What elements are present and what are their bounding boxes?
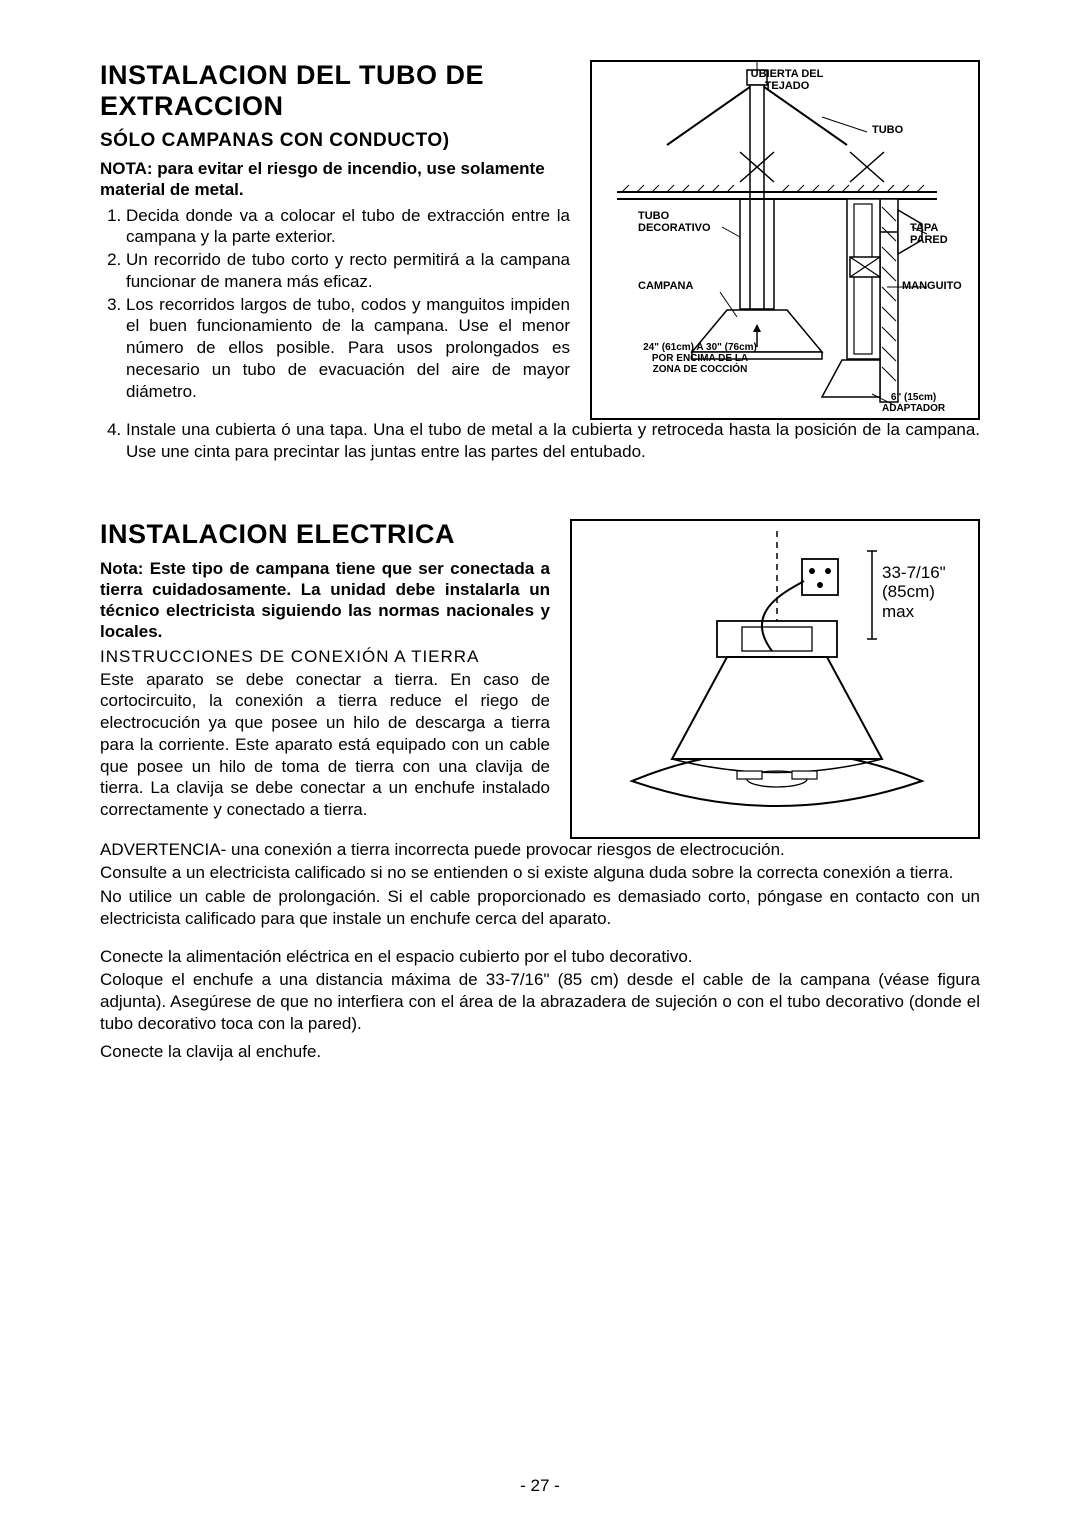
label-dimension: 33-7/16"(85cm)max (882, 563, 946, 622)
section1-columns: INSTALACION DEL TUBO DE EXTRACCION SÓLO … (100, 60, 980, 420)
section-duct-installation: INSTALACION DEL TUBO DE EXTRACCION SÓLO … (100, 60, 980, 463)
section1-list: Decida donde va a colocar el tubo de ext… (100, 205, 570, 403)
section1-subtitle: SÓLO CAMPANAS CON CONDUCTO) (100, 130, 570, 152)
label-adapter: 6" (15cm)ADAPTADOR (882, 392, 945, 414)
section1-text: INSTALACION DEL TUBO DE EXTRACCION SÓLO … (100, 60, 570, 420)
para: Este aparato se debe conectar a tierra. … (100, 669, 550, 821)
list-item: Decida donde va a colocar el tubo de ext… (126, 205, 570, 249)
para: Conecte la clavija al enchufe. (100, 1041, 980, 1063)
list-item: Los recorridos largos de tubo, codos y m… (126, 294, 570, 403)
para: Conecte la alimentación eléctrica en el … (100, 946, 980, 968)
list-item: Un recorrido de tubo corto y recto permi… (126, 249, 570, 293)
label-roof-cover: UBIERTA DELTEJADO (677, 68, 897, 92)
para: Coloque el enchufe a una distancia máxim… (100, 969, 980, 1034)
document-page: INSTALACION DEL TUBO DE EXTRACCION SÓLO … (0, 0, 1080, 1526)
section1-title: INSTALACION DEL TUBO DE EXTRACCION (100, 60, 570, 122)
grounding-subtitle: INSTRUCCIONES DE CONEXIÓN A TIERRA (100, 647, 550, 667)
section-electrical-installation: INSTALACION ELECTRICA Nota: Este tipo de… (100, 519, 980, 1063)
para: No utilice un cable de prolongación. Si … (100, 886, 980, 930)
section2-columns: INSTALACION ELECTRICA Nota: Este tipo de… (100, 519, 980, 839)
section2-note: Nota: Este tipo de campana tiene que ser… (100, 558, 550, 643)
list-item: Instale una cubierta ó una tapa. Una el … (126, 419, 980, 463)
label-cap: TAPAPARED (910, 222, 948, 246)
label-deco-tube: TUBODECORATIVO (638, 210, 711, 234)
section2-title: INSTALACION ELECTRICA (100, 519, 550, 550)
figure-electrical-diagram: 33-7/16"(85cm)max (570, 519, 980, 839)
label-hood: CAMPANA (638, 280, 693, 292)
section1-note: NOTA: para evitar el riesgo de incendio,… (100, 158, 570, 201)
label-sleeve: MANGUITO (902, 280, 962, 292)
label-tube: TUBO (872, 124, 903, 136)
page-number: - 27 - (0, 1476, 1080, 1496)
para: Consulte a un electricista calificado si… (100, 862, 980, 884)
para: ADVERTENCIA- una conexión a tierra incor… (100, 839, 980, 861)
section1-list-cont: Instale una cubierta ó una tapa. Una el … (100, 419, 980, 463)
label-clearance: 24" (61cm) A 30" (76cm)POR ENCIMA DE LAZ… (610, 342, 790, 375)
section2-text: INSTALACION ELECTRICA Nota: Este tipo de… (100, 519, 550, 839)
figure-duct-diagram: UBIERTA DELTEJADO TUBO TUBODECORATIVO TA… (590, 60, 980, 420)
